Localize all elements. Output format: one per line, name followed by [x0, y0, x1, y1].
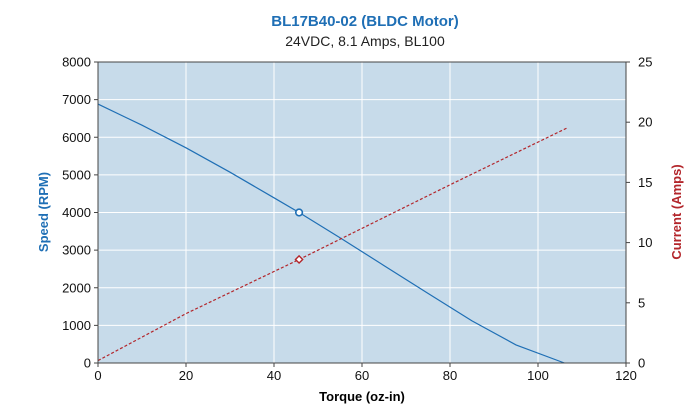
- y2-tick-label: 20: [638, 115, 652, 130]
- x-tick-label: 40: [267, 368, 281, 383]
- x-tick-label: 120: [615, 368, 637, 383]
- chart-subtitle: 24VDC, 8.1 Amps, BL100: [285, 33, 445, 49]
- y2-axis-ticks: 0 5 10 15 20 25: [626, 55, 652, 371]
- x-axis-ticks: 0 20 40 60 80 100 120: [94, 363, 637, 383]
- current-marker: [294, 254, 304, 265]
- y-tick-label: 7000: [62, 92, 91, 107]
- x-tick-label: 20: [179, 368, 193, 383]
- y-axis-ticks: 0 1000 2000 3000 4000 5000 6000 7000 8000: [62, 55, 98, 371]
- speed-marker: [294, 208, 304, 217]
- y2-axis-label: Current (Amps): [669, 164, 684, 259]
- x-tick-label: 60: [355, 368, 369, 383]
- y-tick-label: 2000: [62, 280, 91, 295]
- y-tick-label: 1000: [62, 318, 91, 333]
- x-axis-label: Torque (oz-in): [319, 389, 405, 404]
- y2-tick-label: 5: [638, 295, 645, 310]
- marker-layer: [294, 208, 304, 265]
- x-tick-label: 80: [443, 368, 457, 383]
- y-tick-label: 5000: [62, 167, 91, 182]
- y2-tick-label: 0: [638, 356, 645, 371]
- y2-tick-label: 15: [638, 175, 652, 190]
- x-tick-label: 100: [527, 368, 549, 383]
- speed-line: [97, 103, 565, 364]
- x-tick-label: 0: [94, 368, 101, 383]
- y-tick-label: 0: [84, 356, 91, 371]
- y-tick-label: 4000: [62, 205, 91, 220]
- grid-lines: [98, 62, 626, 363]
- y-tick-label: 3000: [62, 243, 91, 258]
- y-axis-label: Speed (RPM): [36, 172, 51, 252]
- y-tick-label: 8000: [62, 55, 91, 70]
- y2-tick-label: 25: [638, 55, 652, 70]
- y2-tick-label: 10: [638, 235, 652, 250]
- chart-title: BL17B40-02 (BLDC Motor): [271, 13, 459, 30]
- chart-title-group: BL17B40-02 (BLDC Motor) 24VDC, 8.1 Amps,…: [271, 13, 459, 49]
- y-tick-label: 6000: [62, 130, 91, 145]
